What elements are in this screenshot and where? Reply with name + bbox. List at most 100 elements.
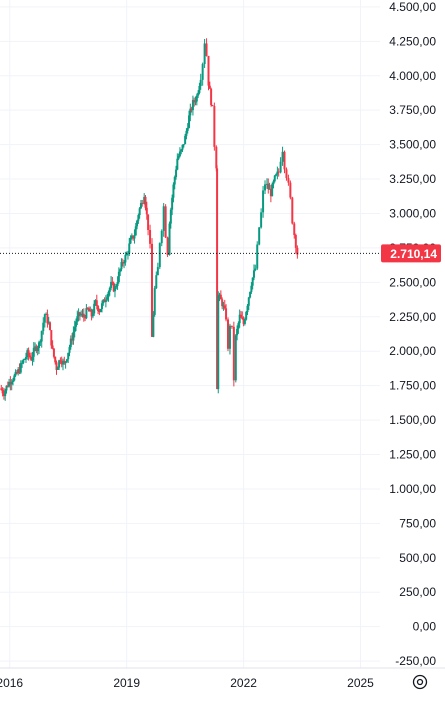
- candle-body: [197, 92, 200, 96]
- candle-body: [55, 362, 58, 370]
- candle-body: [77, 312, 80, 317]
- candle-body: [27, 350, 30, 356]
- candle-body: [243, 319, 246, 324]
- candle-body: [215, 146, 218, 169]
- candle-body: [246, 305, 249, 313]
- candle-body: [153, 288, 156, 315]
- settings-button[interactable]: [409, 671, 431, 693]
- candle-body: [34, 346, 37, 348]
- candle-body: [272, 181, 275, 185]
- candle-body: [13, 375, 16, 381]
- candle-body: [225, 308, 228, 320]
- candle-body: [113, 287, 116, 292]
- candle-body: [177, 156, 180, 159]
- x-tick-label: 2016: [0, 676, 23, 690]
- candle-body: [129, 238, 132, 244]
- candle-body: [42, 322, 45, 332]
- candle-body: [145, 207, 148, 215]
- y-tick-label: 4.500,00: [389, 0, 436, 14]
- candle-body: [108, 287, 111, 292]
- candle-body: [264, 184, 267, 191]
- candle-body: [93, 303, 96, 314]
- candle-body: [106, 297, 109, 300]
- candle-body: [271, 184, 274, 197]
- candle-body: [102, 299, 105, 304]
- candle-body: [162, 206, 165, 231]
- candle-body: [68, 347, 71, 353]
- candle-body: [180, 149, 183, 152]
- candle-body: [17, 369, 20, 374]
- candle-body: [221, 299, 224, 307]
- candle-body: [10, 381, 13, 385]
- candle-body: [119, 269, 122, 272]
- y-axis: 4.500,00 4.250,00 4.000,00 3.750,00 3.500,00…: [389, 0, 436, 668]
- candle-body: [15, 371, 18, 374]
- candle-body: [0, 388, 3, 390]
- candle-body: [87, 308, 90, 312]
- candle-body: [138, 208, 141, 216]
- candle-body: [236, 328, 239, 336]
- candle-body: [65, 359, 68, 362]
- candle-body: [254, 268, 257, 271]
- candle-body: [100, 303, 103, 310]
- candle-body: [201, 64, 204, 80]
- candle-body: [98, 311, 101, 313]
- candle-body: [289, 182, 292, 198]
- candle-body: [245, 312, 248, 320]
- candle-body: [50, 330, 53, 346]
- candle-body: [24, 356, 27, 359]
- candle-body: [46, 313, 49, 324]
- y-tick-label: 250,00: [399, 585, 436, 599]
- y-tick-label: 1.000,00: [389, 482, 436, 496]
- candle-body: [36, 348, 39, 352]
- candle-body: [195, 95, 198, 102]
- candle-body: [251, 277, 254, 286]
- candle-body: [164, 206, 167, 238]
- candle-body: [267, 183, 270, 190]
- candle-body: [250, 285, 253, 292]
- candle-body: [31, 356, 34, 361]
- candle-body: [18, 369, 21, 373]
- candle-body: [239, 314, 242, 318]
- candle-body: [58, 360, 61, 368]
- candle-body: [14, 371, 17, 376]
- candle-body: [291, 197, 294, 224]
- candle-body: [232, 326, 235, 381]
- candle-body: [208, 85, 211, 89]
- candle-body: [294, 234, 297, 248]
- candle-body: [89, 309, 92, 312]
- candle-body: [210, 88, 213, 105]
- candle-body: [279, 161, 282, 173]
- candle-body: [256, 244, 259, 269]
- candle-body: [228, 325, 231, 349]
- y-tick-label: 3.250,00: [389, 172, 436, 186]
- candle-body: [81, 313, 84, 315]
- candle-body: [111, 281, 114, 283]
- y-tick-label: 3.750,00: [389, 103, 436, 117]
- candle-body: [4, 390, 7, 397]
- candle-body: [104, 299, 107, 303]
- candle-body: [43, 314, 46, 323]
- y-tick-label: 2.500,00: [389, 275, 436, 289]
- candle-body: [37, 342, 40, 349]
- candle-body: [62, 360, 65, 365]
- candle-body: [156, 267, 159, 276]
- y-tick-label: 1.750,00: [389, 379, 436, 393]
- candle-body: [132, 235, 135, 239]
- candle-body: [60, 361, 63, 365]
- y-tick-label: 750,00: [399, 516, 436, 530]
- candle-body: [223, 305, 226, 309]
- candle-body: [23, 358, 26, 360]
- candle-body: [40, 331, 43, 342]
- candle-body: [207, 55, 210, 86]
- y-tick-label: 0,00: [413, 620, 437, 634]
- candle-body: [172, 184, 175, 198]
- candle-body: [82, 313, 85, 318]
- candle-body: [75, 321, 77, 327]
- candle-body: [185, 130, 188, 136]
- candle-body: [2, 393, 5, 397]
- candle-body: [176, 158, 179, 170]
- candle-body: [186, 127, 189, 131]
